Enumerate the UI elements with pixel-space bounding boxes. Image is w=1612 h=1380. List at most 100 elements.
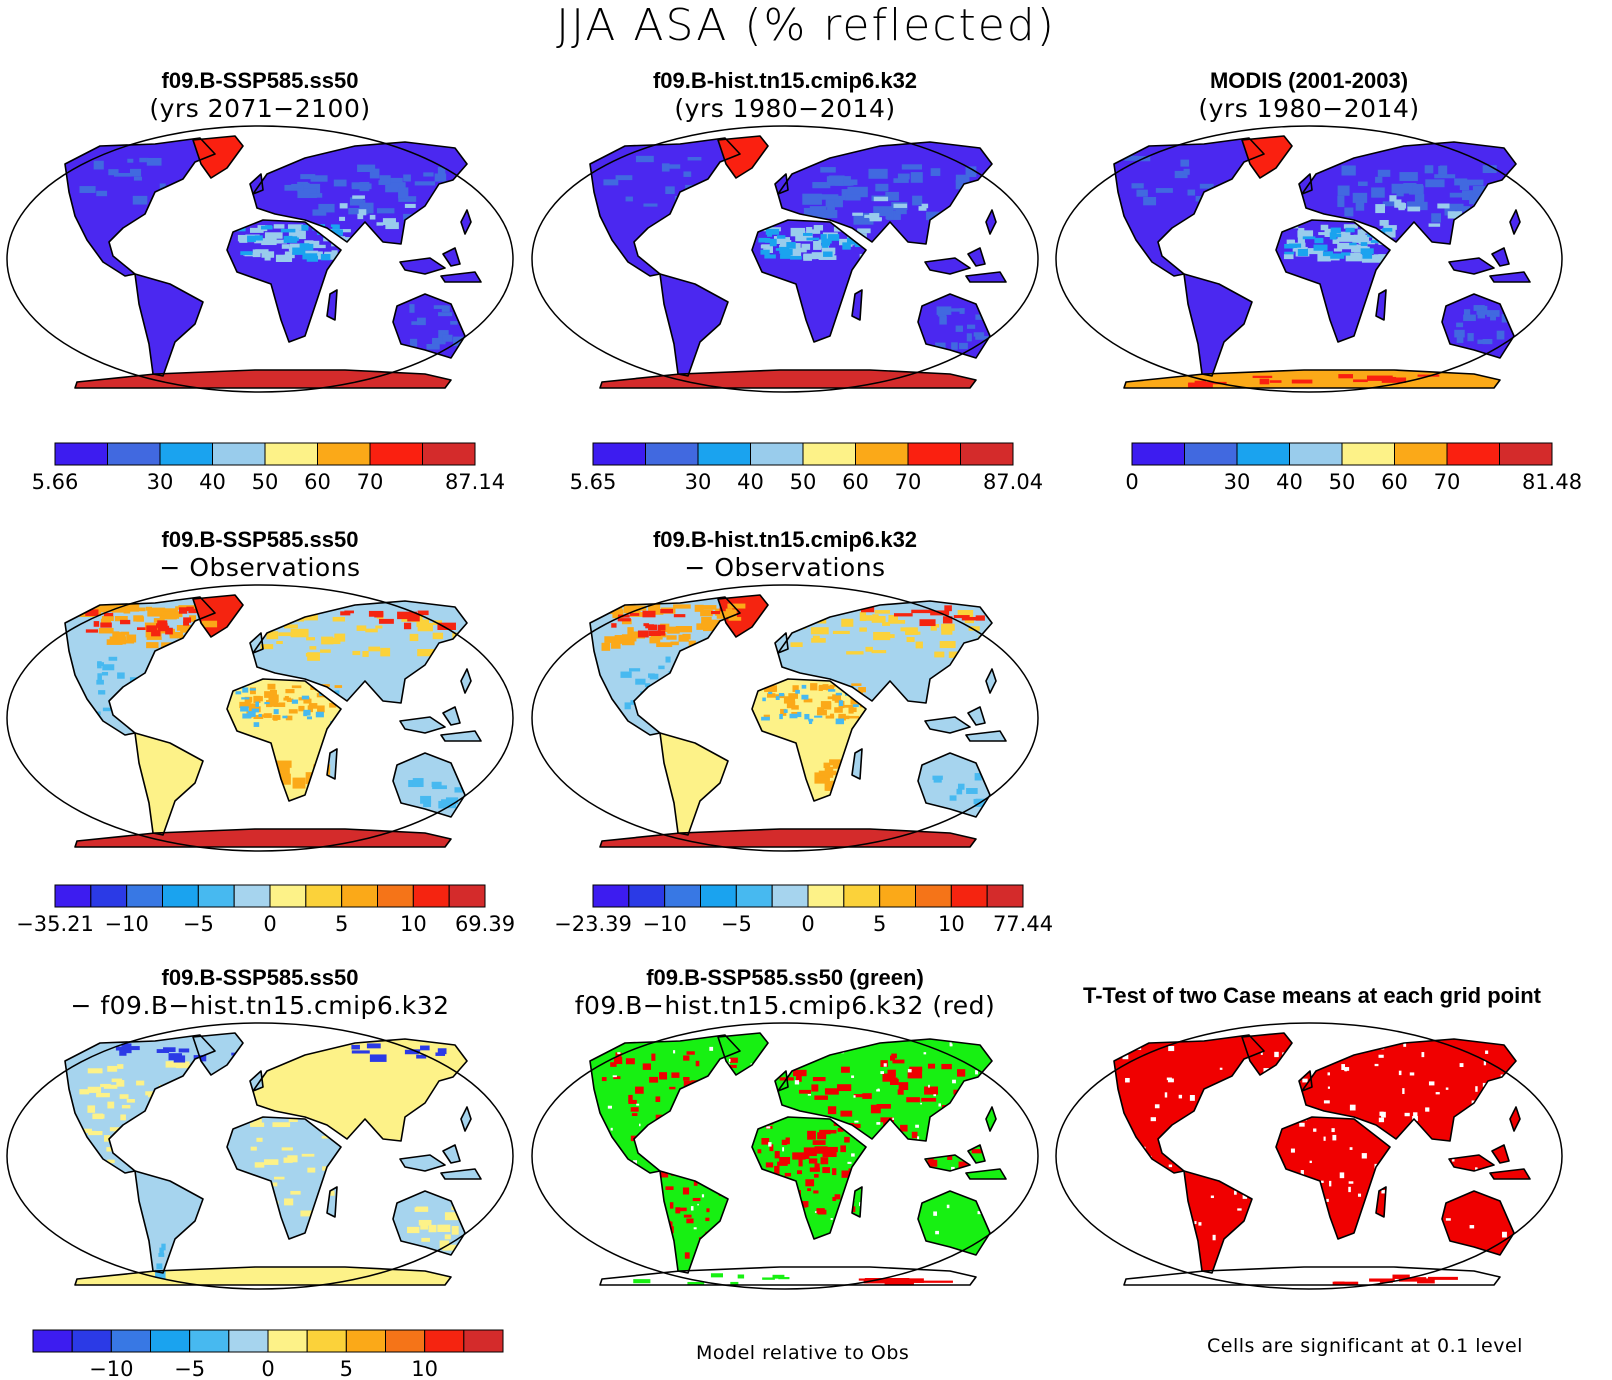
colorbar-tick-label: 5.65: [570, 470, 617, 494]
colorbar-swatch: [422, 442, 476, 466]
colorbar-tick-label: 5: [873, 912, 886, 936]
panel-ssp585-climatology: f09.B-SSP585.ss50 (yrs 2071−2100): [5, 68, 515, 394]
colorbar-tick-label: −10: [89, 1357, 133, 1380]
colorbar-ssp585-minus-hist: −10 −5 0 5 10: [32, 1329, 504, 1380]
colorbar-swatch: [986, 884, 1024, 908]
colorbar-tick-label: 50: [1329, 470, 1356, 494]
colorbar-swatch: [1131, 442, 1185, 466]
map-green-red-comparison: [531, 1022, 1039, 1290]
colorbar-tick-label: 50: [252, 470, 279, 494]
colorbar-swatch: [341, 884, 378, 908]
colorbar-swatch: [377, 884, 414, 908]
colorbar-swatch: [448, 884, 486, 908]
panel-title: f09.B-SSP585.ss50 (green): [646, 965, 924, 990]
colorbar-tick-label: 0: [263, 912, 276, 936]
colorbar-tick-label: 87.04: [983, 470, 1043, 494]
map-ssp585-minus-obs: [6, 584, 514, 852]
colorbar-swatch: [907, 442, 961, 466]
colorbar-swatch: [71, 1329, 112, 1353]
colorbar-swatch: [950, 884, 988, 908]
colorbar-swatch: [1289, 442, 1343, 466]
colorbar-swatch: [412, 884, 450, 908]
panel-t-test: T-Test of two Case means at each grid po…: [1054, 965, 1564, 1291]
colorbar-swatch: [807, 884, 845, 908]
colorbar-tick-label: 70: [357, 470, 384, 494]
panel-title: f09.B-SSP585.ss50: [161, 965, 359, 990]
colorbar-swatch: [317, 442, 371, 466]
colorbar-swatch: [628, 884, 666, 908]
panel-hist-climatology: f09.B-hist.tn15.cmip6.k32 (yrs 1980−2014…: [530, 68, 1040, 394]
colorbar-swatch: [771, 884, 809, 908]
panel-title: T-Test of two Case means at each grid po…: [1082, 983, 1541, 1008]
colorbar-swatch: [843, 884, 881, 908]
colorbar-swatch: [424, 1329, 465, 1353]
colorbar-swatch: [189, 1329, 230, 1353]
colorbar-tick-label: 40: [199, 470, 226, 494]
colorbar-tick-label: 5: [340, 1357, 353, 1380]
colorbar-hist-climatology: 5.65 30 40 50 60 70 87.04: [570, 442, 1043, 503]
colorbar-swatch: [228, 1329, 269, 1353]
colorbar-swatch: [697, 442, 751, 466]
colorbar-tick-label: 60: [304, 470, 331, 494]
panel-ssp585-minus-hist: f09.B-SSP585.ss50 − f09.B−hist.tn15.cmip…: [5, 965, 515, 1291]
colorbar-tick-label: 0: [1125, 470, 1138, 494]
colorbar-tick-label: 30: [147, 470, 174, 494]
map-ssp585-climatology: [6, 125, 514, 393]
colorbar-swatch: [879, 884, 916, 908]
colorbar-swatch: [233, 884, 271, 908]
colorbar-ssp585-climatology: 5.66 30 40 50 60 70 87.14: [32, 442, 505, 503]
colorbar-tick-label: 0: [261, 1357, 274, 1380]
colorbar-swatch: [802, 442, 856, 466]
map-hist-minus-obs: [531, 584, 1039, 852]
panel-hist-minus-obs: f09.B-hist.tn15.cmip6.k32 − Observations: [530, 527, 1040, 853]
colorbar-swatch: [267, 1329, 308, 1353]
colorbar-swatch: [159, 442, 213, 466]
colorbar-tick-label: −23.39: [554, 912, 632, 936]
panel-subtitle: − f09.B−hist.tn15.cmip6.k32: [70, 991, 450, 1020]
panel-title: f09.B-hist.tn15.cmip6.k32: [652, 68, 918, 93]
panel-modis-observations: MODIS (2001-2003) (yrs 1980−2014): [1054, 68, 1564, 394]
colorbar-swatch: [735, 884, 773, 908]
colorbar-swatch: [1446, 442, 1500, 466]
panel-green-red-comparison: f09.B-SSP585.ss50 (green) f09.B−hist.tn1…: [530, 965, 1040, 1291]
colorbar-tick-label: −10: [105, 912, 149, 936]
colorbar-swatch: [54, 442, 108, 466]
colorbar-swatch: [126, 884, 163, 908]
colorbar-swatch: [915, 884, 952, 908]
colorbar-swatch: [197, 884, 235, 908]
colorbar-swatch: [32, 1329, 73, 1353]
colorbar-swatch: [700, 884, 737, 908]
colorbar-tick-label: −5: [174, 1357, 205, 1380]
colorbar-tick-label: 30: [685, 470, 712, 494]
colorbar-swatch: [1341, 442, 1395, 466]
panel-title: f09.B-SSP585.ss50: [161, 68, 359, 93]
colorbar-tick-label: 81.48: [1522, 470, 1582, 494]
panel-subtitle: f09.B−hist.tn15.cmip6.k32 (red): [574, 991, 996, 1020]
footnote-model-relative: Model relative to Obs: [696, 1342, 910, 1364]
panel-title: f09.B-SSP585.ss50: [161, 527, 359, 552]
colorbar-swatch: [1499, 442, 1553, 466]
colorbar-swatch: [306, 1329, 347, 1353]
panel-subtitle: (yrs 1980−2014): [674, 94, 896, 123]
colorbar-swatch: [645, 442, 699, 466]
colorbar-hist-minus-obs: −23.39 −10 −5 0 5 10 77.44: [554, 884, 1053, 945]
colorbar-tick-label: 10: [938, 912, 965, 936]
colorbar-swatch: [54, 884, 92, 908]
panel-subtitle: (yrs 1980−2014): [1198, 94, 1420, 123]
colorbar-swatch: [345, 1329, 387, 1353]
colorbar-swatch: [750, 442, 804, 466]
map-hist-climatology: [531, 125, 1039, 393]
map-ssp585-minus-hist: [6, 1022, 514, 1290]
colorbar-swatch: [1184, 442, 1238, 466]
panel-subtitle: − Observations: [159, 553, 361, 582]
colorbar-swatch: [107, 442, 161, 466]
colorbar-tick-label: 77.44: [993, 912, 1053, 936]
panel-title: f09.B-hist.tn15.cmip6.k32: [652, 527, 918, 552]
colorbar-tick-label: 10: [400, 912, 427, 936]
colorbar-modis-observations: 0 30 40 50 60 70 81.48: [1125, 442, 1582, 503]
colorbar-tick-label: −35.21: [16, 912, 94, 936]
colorbar-swatch: [664, 884, 701, 908]
colorbar-ssp585-minus-obs: −35.21 −10 −5 0 5 10 69.39: [16, 884, 515, 945]
colorbar-tick-label: 69.39: [455, 912, 515, 936]
colorbar-swatch: [212, 442, 266, 466]
